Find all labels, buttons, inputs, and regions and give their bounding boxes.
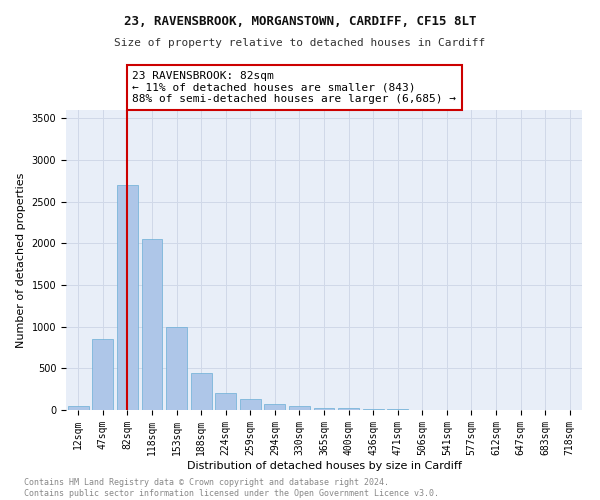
Bar xyxy=(191,372,212,410)
Text: 23 RAVENSBROOK: 82sqm
← 11% of detached houses are smaller (843)
88% of semi-det: 23 RAVENSBROOK: 82sqm ← 11% of detached … xyxy=(133,71,457,104)
Bar xyxy=(240,399,261,410)
Bar xyxy=(289,406,310,410)
Bar xyxy=(338,408,359,410)
Bar xyxy=(92,339,113,410)
Text: 23, RAVENSBROOK, MORGANSTOWN, CARDIFF, CF15 8LT: 23, RAVENSBROOK, MORGANSTOWN, CARDIFF, C… xyxy=(124,15,476,28)
Bar xyxy=(117,185,138,410)
Bar xyxy=(265,404,286,410)
Bar xyxy=(215,394,236,410)
Bar xyxy=(314,408,334,410)
Bar xyxy=(387,409,408,410)
X-axis label: Distribution of detached houses by size in Cardiff: Distribution of detached houses by size … xyxy=(187,460,461,470)
Text: Size of property relative to detached houses in Cardiff: Size of property relative to detached ho… xyxy=(115,38,485,48)
Bar xyxy=(362,409,383,410)
Bar xyxy=(142,239,163,410)
Y-axis label: Number of detached properties: Number of detached properties xyxy=(16,172,26,348)
Text: Contains HM Land Registry data © Crown copyright and database right 2024.
Contai: Contains HM Land Registry data © Crown c… xyxy=(24,478,439,498)
Bar xyxy=(68,406,89,410)
Bar xyxy=(166,326,187,410)
